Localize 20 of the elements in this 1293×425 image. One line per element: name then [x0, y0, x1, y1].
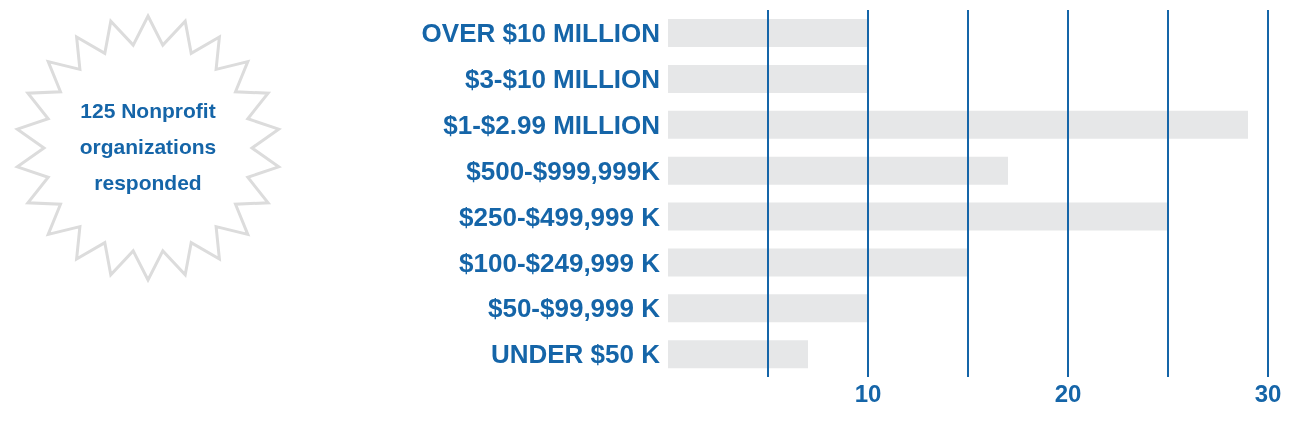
- bar: [668, 64, 868, 93]
- text: 125 Nonprofit organizations responded: [78, 98, 218, 196]
- y-tick-label: $100-$249,999 K: [459, 247, 661, 278]
- bar: [668, 110, 1248, 139]
- bar: [668, 19, 868, 47]
- y-tick-label: OVER $10 MILLION: [421, 18, 660, 49]
- x-tick-label: 30: [1254, 380, 1282, 408]
- x-tick-label: 10: [854, 380, 882, 408]
- y-tick-label: $50-$99,999 K: [487, 293, 661, 324]
- bar: [668, 156, 1008, 185]
- y-tick-label: $500-$999,999K: [466, 155, 661, 186]
- y-tick-label: $1-$2.99 MILLION: [443, 109, 660, 140]
- bar: [668, 248, 968, 277]
- bar: [668, 294, 868, 323]
- y-tick-label: UNDER $50 K: [490, 339, 661, 370]
- bar: [668, 202, 1168, 231]
- y-tick-label: $3-$10 MILLION: [464, 64, 660, 95]
- bar: [668, 340, 808, 369]
- y-tick-label: $250-$499,999 K: [459, 201, 661, 232]
- x-tick-label: 20: [1054, 380, 1082, 408]
